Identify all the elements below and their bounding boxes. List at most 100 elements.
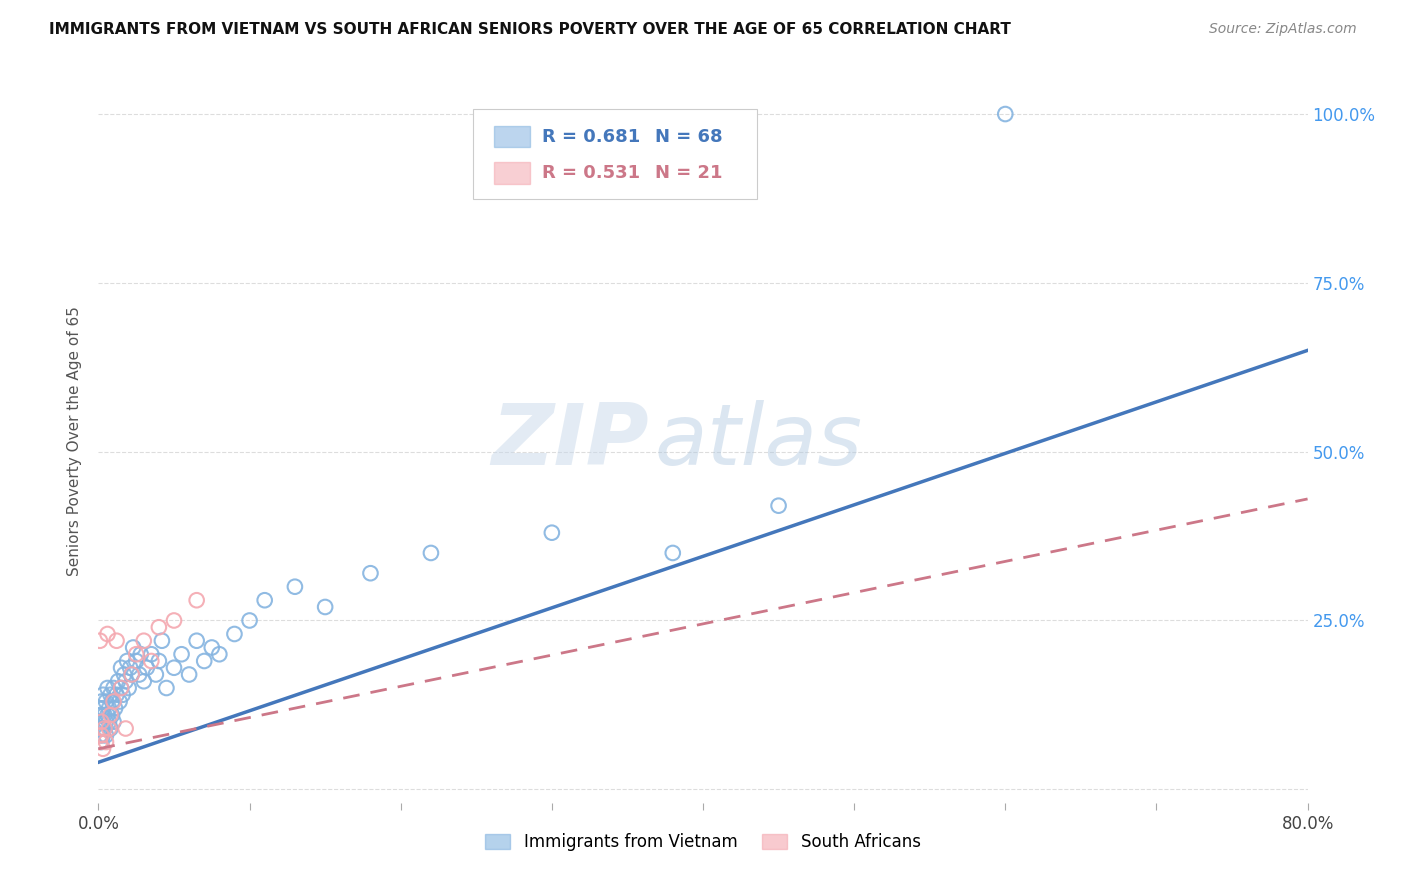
Point xyxy=(103,694,125,708)
Point xyxy=(114,674,136,689)
Point xyxy=(128,667,150,681)
Point xyxy=(148,620,170,634)
Y-axis label: Seniors Poverty Over the Age of 65: Seniors Poverty Over the Age of 65 xyxy=(67,307,83,576)
Bar xyxy=(494,162,530,184)
Point xyxy=(98,714,121,729)
Point xyxy=(148,654,170,668)
Point xyxy=(91,701,114,715)
Point xyxy=(150,633,173,648)
Point xyxy=(91,741,114,756)
Point xyxy=(90,694,112,708)
Point xyxy=(100,688,122,702)
Point xyxy=(100,708,122,723)
Point xyxy=(93,708,115,723)
Point xyxy=(129,647,152,661)
Point xyxy=(155,681,177,695)
Point xyxy=(186,593,208,607)
Point xyxy=(132,674,155,689)
Point xyxy=(360,566,382,581)
Point xyxy=(768,499,790,513)
Legend: Immigrants from Vietnam, South Africans: Immigrants from Vietnam, South Africans xyxy=(477,825,929,860)
Point xyxy=(193,654,215,668)
Point xyxy=(98,722,121,736)
Point xyxy=(135,661,157,675)
Point xyxy=(314,599,336,614)
Point xyxy=(253,593,276,607)
Point xyxy=(110,681,132,695)
Point xyxy=(110,681,132,695)
Point xyxy=(141,654,163,668)
Point xyxy=(100,722,122,736)
Text: IMMIGRANTS FROM VIETNAM VS SOUTH AFRICAN SENIORS POVERTY OVER THE AGE OF 65 CORR: IMMIGRANTS FROM VIETNAM VS SOUTH AFRICAN… xyxy=(49,22,1011,37)
Point xyxy=(96,627,118,641)
Point xyxy=(101,708,124,723)
Point xyxy=(98,701,121,715)
Point xyxy=(89,728,111,742)
Point xyxy=(284,580,307,594)
Point xyxy=(114,722,136,736)
Point xyxy=(90,728,112,742)
Point xyxy=(94,694,117,708)
Point xyxy=(224,627,246,641)
Text: N = 21: N = 21 xyxy=(655,164,723,182)
Text: N = 68: N = 68 xyxy=(655,128,723,145)
Point xyxy=(89,701,111,715)
Point xyxy=(93,722,115,736)
Point xyxy=(111,688,134,702)
Point xyxy=(163,661,186,675)
Point xyxy=(120,661,142,675)
Point xyxy=(179,667,201,681)
Point xyxy=(91,688,114,702)
Point xyxy=(96,708,118,723)
Point xyxy=(115,654,138,668)
Text: ZIP: ZIP xyxy=(491,400,648,483)
Point xyxy=(94,735,117,749)
Point xyxy=(108,694,131,708)
Point xyxy=(91,728,114,742)
Point xyxy=(96,681,118,695)
Point xyxy=(540,525,562,540)
Point xyxy=(125,647,148,661)
FancyBboxPatch shape xyxy=(474,109,758,200)
Point xyxy=(125,654,148,668)
Point xyxy=(994,107,1017,121)
Point xyxy=(201,640,224,655)
Point xyxy=(110,661,132,675)
Point xyxy=(208,647,231,661)
Text: Source: ZipAtlas.com: Source: ZipAtlas.com xyxy=(1209,22,1357,37)
Point xyxy=(103,714,125,729)
Point xyxy=(141,647,163,661)
Point xyxy=(101,694,124,708)
Point xyxy=(122,640,145,655)
Point xyxy=(186,633,208,648)
Point xyxy=(90,735,112,749)
Point xyxy=(94,728,117,742)
Point xyxy=(420,546,443,560)
Point xyxy=(105,688,128,702)
Text: atlas: atlas xyxy=(655,400,863,483)
Point xyxy=(94,714,117,729)
Bar xyxy=(494,126,530,147)
Point xyxy=(112,667,135,681)
Point xyxy=(103,681,125,695)
Point xyxy=(163,614,186,628)
Point xyxy=(90,714,112,729)
Point xyxy=(121,667,143,681)
Point xyxy=(107,674,129,689)
Text: R = 0.531: R = 0.531 xyxy=(543,164,640,182)
Point xyxy=(145,667,167,681)
Point xyxy=(105,633,128,648)
Point xyxy=(89,735,111,749)
Point xyxy=(89,633,111,648)
Point xyxy=(239,614,262,628)
Text: R = 0.681: R = 0.681 xyxy=(543,128,640,145)
Point xyxy=(132,633,155,648)
Point xyxy=(104,701,127,715)
Point xyxy=(91,714,114,729)
Point xyxy=(90,708,112,723)
Point xyxy=(118,681,141,695)
Point xyxy=(661,546,683,560)
Point xyxy=(89,714,111,729)
Point xyxy=(90,722,112,736)
Point xyxy=(170,647,193,661)
